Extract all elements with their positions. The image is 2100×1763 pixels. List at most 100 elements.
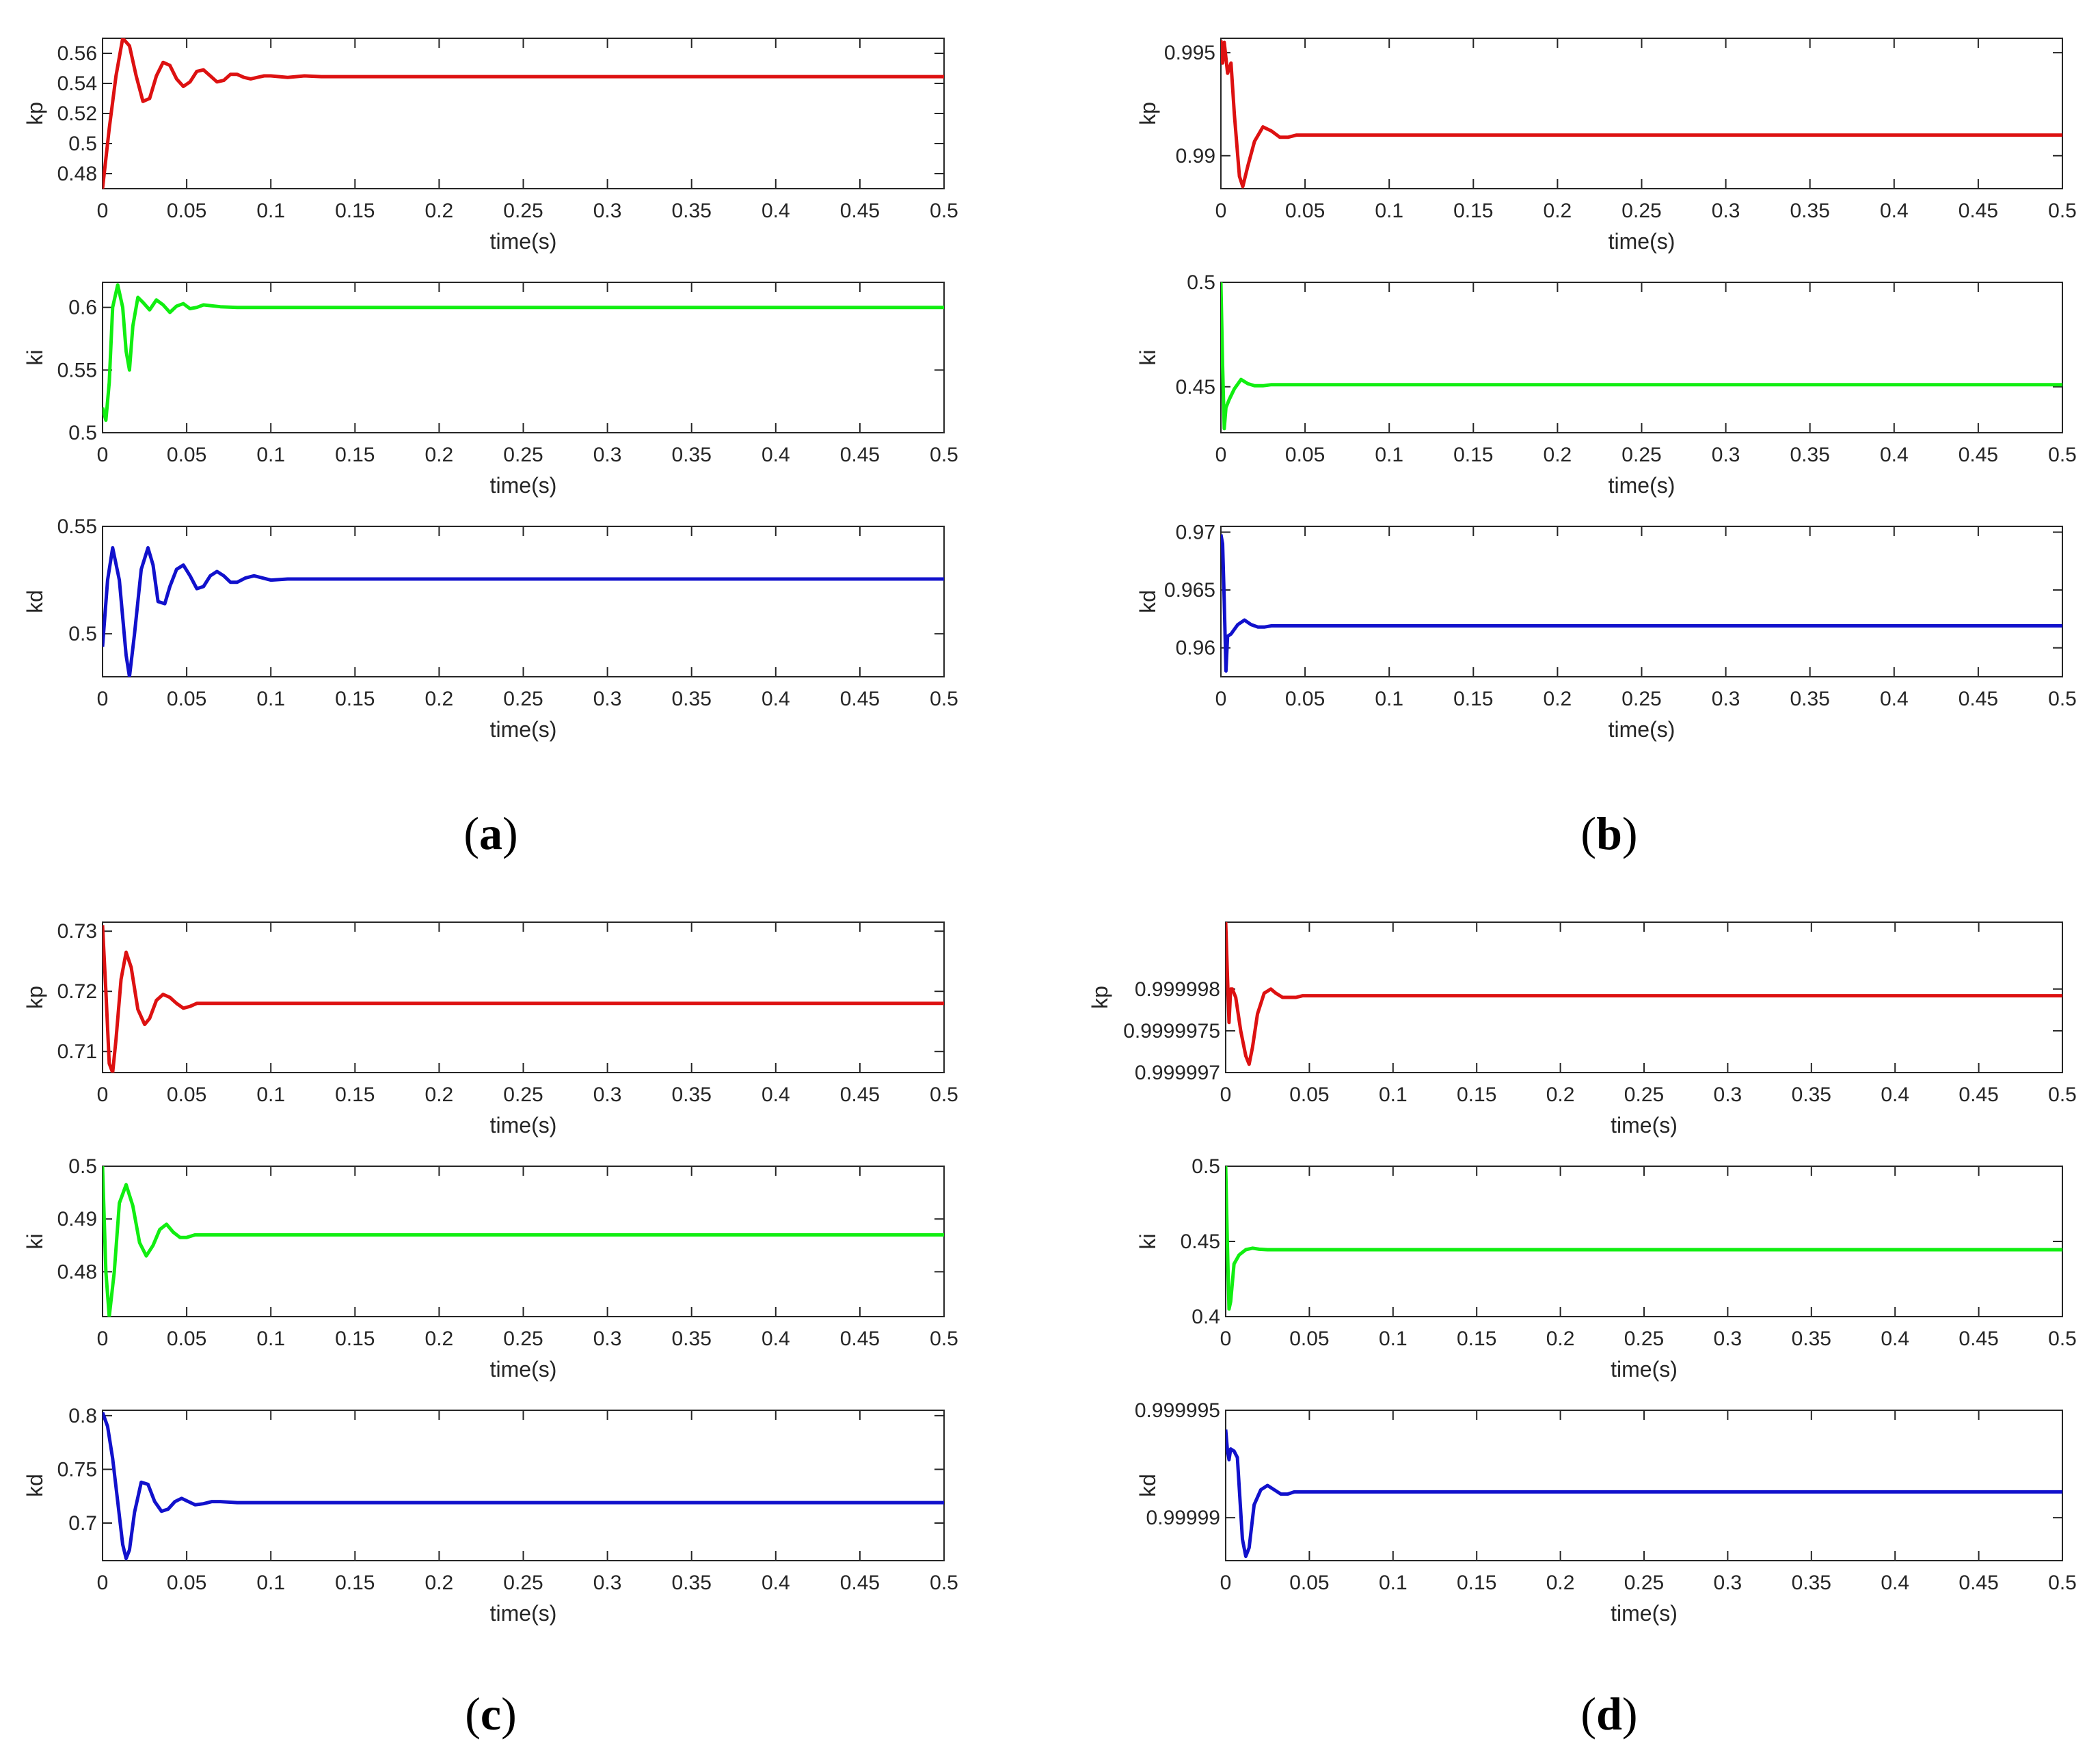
y-tick-label-c-kp-1: 0.72 — [57, 980, 97, 1003]
y-tick-label-b-ki-0: 0.45 — [1176, 376, 1215, 399]
x-tick-label-d-kd-5: 0.25 — [1624, 1572, 1664, 1594]
y-tick-label-a-ki-1: 0.55 — [57, 359, 97, 381]
chart-c-kd: 0 0.05 0.1 0.15 0.2 0.25 0.3 0.35 0.4 0.45 0.5 0.7 0… — [23, 1405, 958, 1626]
x-tick-label-c-kp-6: 0.3 — [593, 1084, 622, 1106]
x-tick-label-a-ki-3: 0.15 — [335, 444, 375, 466]
x-tick-label-b-kd-1: 0.05 — [1285, 688, 1325, 710]
x-tick-label-d-kp-6: 0.3 — [1714, 1084, 1742, 1106]
y-axis-label-b-kd: kd — [1135, 590, 1160, 613]
x-tick-label-d-ki-10: 0.5 — [2048, 1328, 2077, 1350]
y-tick-label-d-kd-1: 0.999995 — [1135, 1399, 1220, 1422]
series-line-d-kp-kp — [1226, 922, 2062, 1066]
x-tick-label-a-kp-0: 0 — [97, 200, 109, 222]
y-tick-label-b-ki-1: 0.5 — [1187, 271, 1215, 294]
x-tick-label-d-kp-2: 0.1 — [1379, 1084, 1408, 1106]
chart-a-ki: 0 0.05 0.1 0.15 0.2 0.25 0.3 0.35 0.4 0.45 0.5 0.5 0… — [23, 282, 958, 498]
x-tick-label-c-kp-4: 0.2 — [425, 1084, 454, 1106]
y-tick-label-b-kd-2: 0.97 — [1176, 521, 1215, 543]
panel-label-d-letter: d — [1596, 1688, 1622, 1740]
y-tick-label-a-ki-0: 0.5 — [68, 422, 97, 444]
x-tick-label-a-kd-3: 0.15 — [335, 688, 375, 710]
y-tick-label-d-ki-0: 0.4 — [1192, 1306, 1220, 1328]
x-tick-label-c-kd-9: 0.45 — [840, 1572, 880, 1594]
series-line-c-kd-kd — [103, 1412, 944, 1561]
x-tick-label-c-ki-2: 0.1 — [256, 1328, 285, 1350]
chart-b-ki: 0 0.05 0.1 0.15 0.2 0.25 0.3 0.35 0.4 0.45 0.5 0.45… — [1135, 271, 2077, 498]
y-tick-label-a-kp-1: 0.5 — [68, 133, 97, 155]
x-tick-label-a-ki-4: 0.2 — [425, 444, 454, 466]
x-tick-label-a-kp-5: 0.25 — [503, 200, 543, 222]
x-tick-label-c-ki-0: 0 — [97, 1328, 109, 1350]
x-tick-label-b-ki-10: 0.5 — [2048, 444, 2077, 466]
series-line-c-kp-kp — [103, 925, 944, 1073]
x-tick-label-c-kd-6: 0.3 — [593, 1572, 622, 1594]
y-tick-label-d-kp-2: 0.999998 — [1135, 978, 1220, 1001]
panel-label-c-letter: c — [481, 1688, 501, 1740]
x-tick-label-c-kd-3: 0.15 — [335, 1572, 375, 1594]
x-tick-label-a-kp-3: 0.15 — [335, 200, 375, 222]
x-tick-label-b-kd-6: 0.3 — [1712, 688, 1740, 710]
panel-label-d: (d) — [1580, 1688, 1637, 1740]
chart-a-kp: 0 0.05 0.1 0.15 0.2 0.25 0.3 0.35 0.4 0.45 0.5 0.48… — [23, 38, 958, 254]
x-tick-label-b-kp-5: 0.25 — [1621, 200, 1661, 222]
x-axis-label-d-kd: time(s) — [1611, 1601, 1678, 1626]
series-line-c-ki-ki — [103, 1166, 944, 1317]
y-tick-label-b-kp-1: 0.995 — [1164, 42, 1215, 64]
series-line-d-ki-ki — [1226, 1166, 2062, 1311]
x-tick-label-a-ki-10: 0.5 — [930, 444, 958, 466]
x-tick-label-b-kp-0: 0 — [1215, 200, 1227, 222]
y-tick-label-c-kp-2: 0.73 — [57, 920, 97, 943]
x-tick-label-a-kd-0: 0 — [97, 688, 109, 710]
x-tick-label-b-kd-9: 0.45 — [1958, 688, 1998, 710]
y-axis-label-c-ki: ki — [23, 1233, 47, 1249]
y-tick-label-c-kd-1: 0.75 — [57, 1458, 97, 1481]
x-tick-label-b-ki-8: 0.4 — [1880, 444, 1909, 466]
x-tick-label-b-kp-10: 0.5 — [2048, 200, 2077, 222]
panel-label-b-letter: b — [1596, 807, 1622, 859]
x-tick-label-c-ki-8: 0.4 — [762, 1328, 790, 1350]
x-tick-label-b-ki-7: 0.35 — [1790, 444, 1830, 466]
x-tick-label-a-kd-2: 0.1 — [256, 688, 285, 710]
x-tick-label-c-kd-4: 0.2 — [425, 1572, 454, 1594]
series-line-b-ki-ki — [1221, 282, 2062, 431]
x-tick-label-c-ki-5: 0.25 — [503, 1328, 543, 1350]
plot-area-b-kp — [1220, 38, 2063, 189]
series-line-b-kd-kd — [1221, 534, 2062, 673]
plot-area-b-ki — [1220, 282, 2063, 433]
x-tick-label-a-kp-7: 0.35 — [672, 200, 712, 222]
x-tick-label-d-kp-9: 0.45 — [1958, 1084, 1998, 1106]
x-tick-label-c-kp-7: 0.35 — [672, 1084, 712, 1106]
x-tick-label-b-kp-8: 0.4 — [1880, 200, 1909, 222]
x-tick-label-a-kp-4: 0.2 — [425, 200, 454, 222]
plot-area-d-ki — [1225, 1166, 2063, 1317]
y-axis-label-b-ki: ki — [1135, 349, 1160, 365]
y-axis-label-d-ki: ki — [1135, 1233, 1160, 1249]
series-line-b-kp-kp — [1221, 40, 2062, 189]
y-tick-label-d-ki-1: 0.45 — [1181, 1230, 1220, 1253]
x-tick-label-d-kd-1: 0.05 — [1289, 1572, 1329, 1594]
x-tick-label-b-kp-1: 0.05 — [1285, 200, 1325, 222]
chart-d-kd: 0 0.05 0.1 0.15 0.2 0.25 0.3 0.35 0.4 0.45 0.5 0.99… — [1135, 1399, 2077, 1626]
x-tick-label-c-kp-3: 0.15 — [335, 1084, 375, 1106]
x-tick-label-c-ki-6: 0.3 — [593, 1328, 622, 1350]
y-tick-label-c-kd-0: 0.7 — [68, 1512, 97, 1535]
series-line-a-kd-kd — [103, 546, 944, 677]
y-tick-label-a-kp-4: 0.56 — [57, 42, 97, 65]
y-tick-label-a-kd-1: 0.55 — [57, 515, 97, 538]
x-tick-label-d-ki-3: 0.15 — [1457, 1328, 1496, 1350]
x-tick-label-b-kd-0: 0 — [1215, 688, 1227, 710]
x-tick-label-d-kp-1: 0.05 — [1289, 1084, 1329, 1106]
x-tick-label-c-kp-5: 0.25 — [503, 1084, 543, 1106]
x-tick-label-d-ki-6: 0.3 — [1714, 1328, 1742, 1350]
x-tick-label-c-kd-0: 0 — [97, 1572, 109, 1594]
x-tick-label-b-kp-4: 0.2 — [1544, 200, 1572, 222]
x-tick-label-a-ki-0: 0 — [97, 444, 109, 466]
x-axis-label-c-kp: time(s) — [490, 1113, 557, 1138]
y-tick-label-a-ki-2: 0.6 — [68, 297, 97, 319]
y-axis-label-b-kp: kp — [1135, 102, 1160, 125]
x-tick-label-a-ki-6: 0.3 — [593, 444, 622, 466]
x-tick-label-c-kd-7: 0.35 — [672, 1572, 712, 1594]
series-line-a-kp-kp — [103, 38, 944, 189]
x-axis-label-d-ki: time(s) — [1611, 1357, 1678, 1382]
x-tick-label-d-kd-8: 0.4 — [1881, 1572, 1909, 1594]
